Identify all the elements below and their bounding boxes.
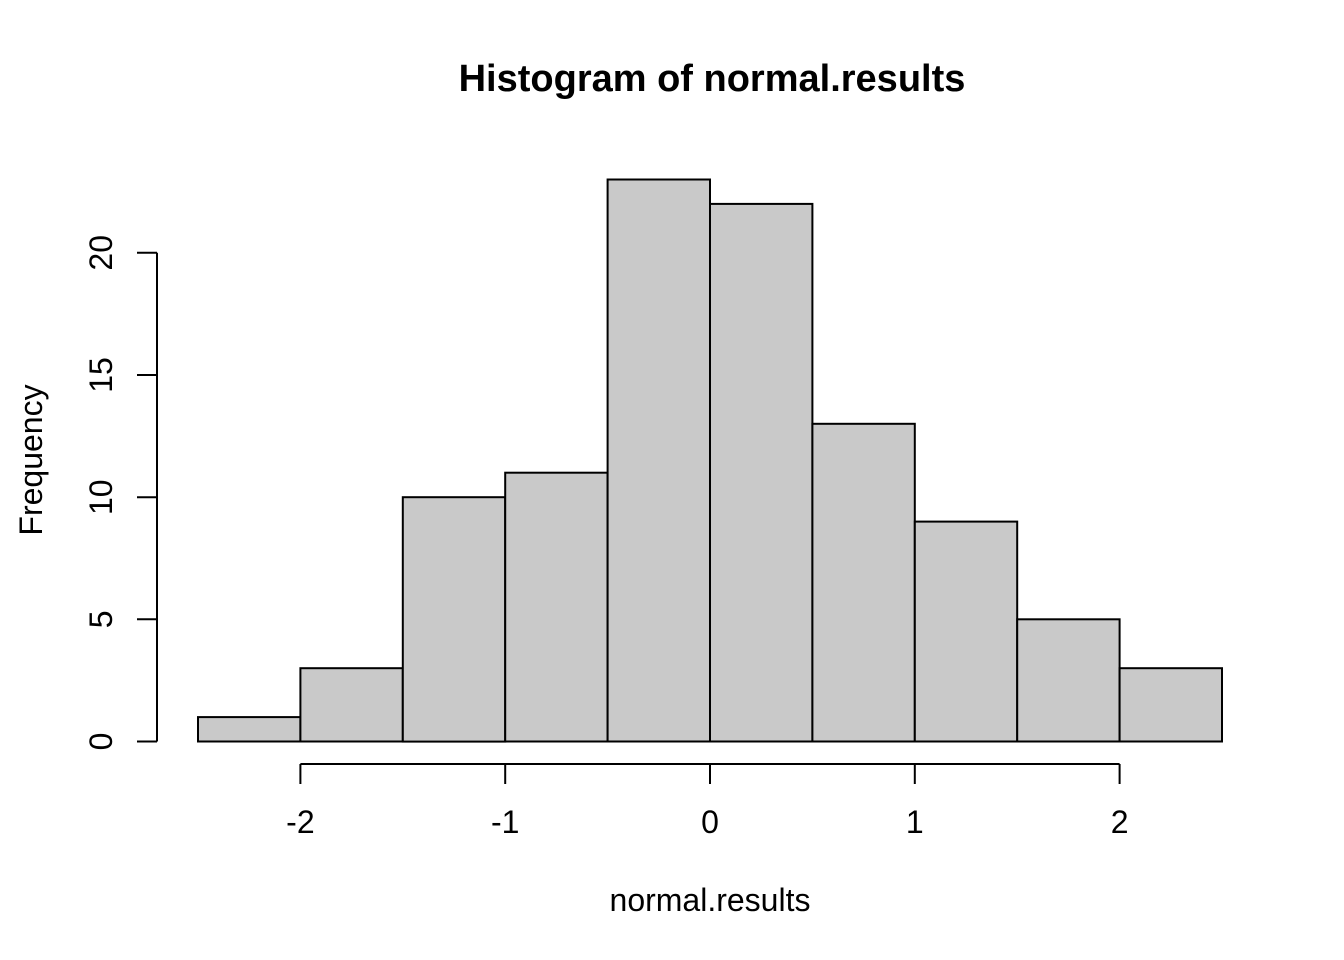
axes-group: 0 5 10 15 20 -2 -1 0 1 2 (83, 235, 1128, 840)
histogram-bar (709, 202, 814, 743)
x-tick-label: -1 (491, 804, 519, 840)
histogram-bar (606, 178, 711, 743)
histogram-bar (811, 422, 916, 743)
bars-group (197, 178, 1223, 743)
histogram-bar (913, 520, 1019, 743)
x-tick-label: 2 (1111, 804, 1129, 840)
x-tick-label: 1 (906, 804, 924, 840)
histogram-bar (197, 716, 302, 743)
histogram-bar (299, 667, 404, 743)
x-tick-label: 0 (701, 804, 719, 840)
x-tick-label: -2 (286, 804, 314, 840)
y-tick-label: 0 (83, 733, 119, 751)
y-tick-label: 10 (83, 479, 119, 515)
histogram-bar (1118, 667, 1223, 743)
chart-title: Histogram of normal.results (459, 58, 966, 100)
y-tick-label: 20 (83, 235, 119, 271)
histogram-bar (1016, 618, 1121, 743)
histogram-bar (401, 496, 507, 743)
x-axis-label: normal.results (610, 882, 811, 918)
y-tick-label: 5 (83, 610, 119, 628)
histogram-bar (504, 471, 609, 743)
y-tick-label: 15 (83, 357, 119, 393)
y-axis-label: Frequency (13, 384, 49, 535)
